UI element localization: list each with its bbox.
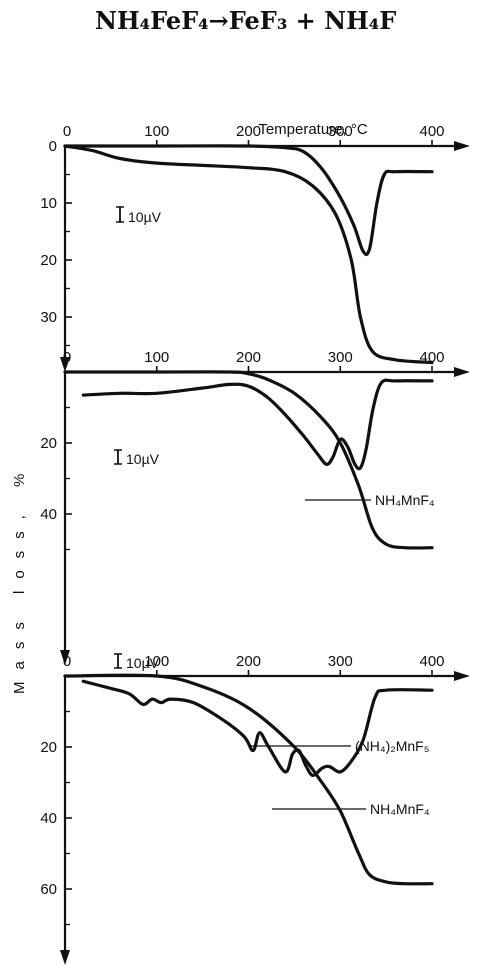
panel-3-y-tick-label-60: 60: [40, 881, 57, 898]
panel-2-y-tick-label-20: 20: [40, 435, 57, 452]
panel-3-x-tick-label-300: 300: [328, 653, 353, 670]
panel-2-x-tick-label-100: 100: [144, 349, 169, 366]
panel-3-scale-label: 10µV: [126, 655, 160, 671]
panel-3-curve-2: [63, 673, 434, 886]
panel-1-y-axis-arrow: [60, 357, 70, 372]
panel-1-x-tick-label-300: 300: [328, 123, 353, 140]
panel-1-x-axis-arrow: [454, 141, 470, 151]
panel-2-x-axis-arrow: [454, 367, 470, 377]
panel-3-y-tick-label-40: 40: [40, 810, 57, 827]
panel-2-x-tick-label-200: 200: [236, 349, 261, 366]
panel-1-curve-2: [63, 144, 434, 257]
panel-3-curve-1: [81, 679, 434, 777]
panel-3-curve-label: NH₄MnF₄: [370, 801, 430, 817]
panel-3-x-tick-label-400: 400: [419, 653, 444, 670]
panel-1-y-tick-label-20: 20: [40, 252, 57, 269]
panel-3-x-tick-label-100: 100: [144, 653, 169, 670]
panel-1-x-tick-label-200: 200: [236, 123, 261, 140]
panel-1-x-tick-label-100: 100: [144, 123, 169, 140]
panel-1-x-tick-label-0: 0: [63, 123, 71, 140]
panel-1-y-tick-label-0: 0: [49, 138, 57, 155]
panel-1-curve-1: [63, 144, 434, 365]
panel-3-x-tick-label-0: 0: [63, 653, 71, 670]
panel-1-y-tick-label-10: 10: [40, 195, 57, 212]
panel-3-x-tick-label-200: 200: [236, 653, 261, 670]
panel-2-curve-label: NH₄MnF₄: [375, 492, 435, 508]
panel-2-x-tick-label-300: 300: [328, 349, 353, 366]
panel-3-y-tick-label-20: 20: [40, 739, 57, 756]
panel-3-x-axis-arrow: [454, 671, 470, 681]
mass-loss-axis-label: Mass loss, %: [11, 462, 28, 694]
panel-2-x-tick-label-0: 0: [63, 349, 71, 366]
panel-1-scale-label: 10µV: [128, 209, 162, 225]
panel-2-curve-1: [81, 378, 434, 471]
header-equation: NH₄FeF₄→FeF₃ + NH₄F: [95, 6, 397, 35]
panel-2-x-tick-label-400: 400: [419, 349, 444, 366]
panel-2-y-axis-arrow: [60, 650, 70, 665]
panel-2-scale-label: 10µV: [126, 451, 160, 467]
panel-3-y-axis-arrow: [60, 950, 70, 965]
panel-1-x-tick-label-400: 400: [419, 123, 444, 140]
panel-2-y-tick-label-40: 40: [40, 506, 57, 523]
panel-3-curve-label: (NH₄)₂MnF₅: [355, 738, 429, 754]
panel-2-curve-2: [63, 370, 434, 550]
panel-1-y-tick-label-30: 30: [40, 309, 57, 326]
temperature-axis-label: Temperature, °C: [258, 121, 368, 138]
